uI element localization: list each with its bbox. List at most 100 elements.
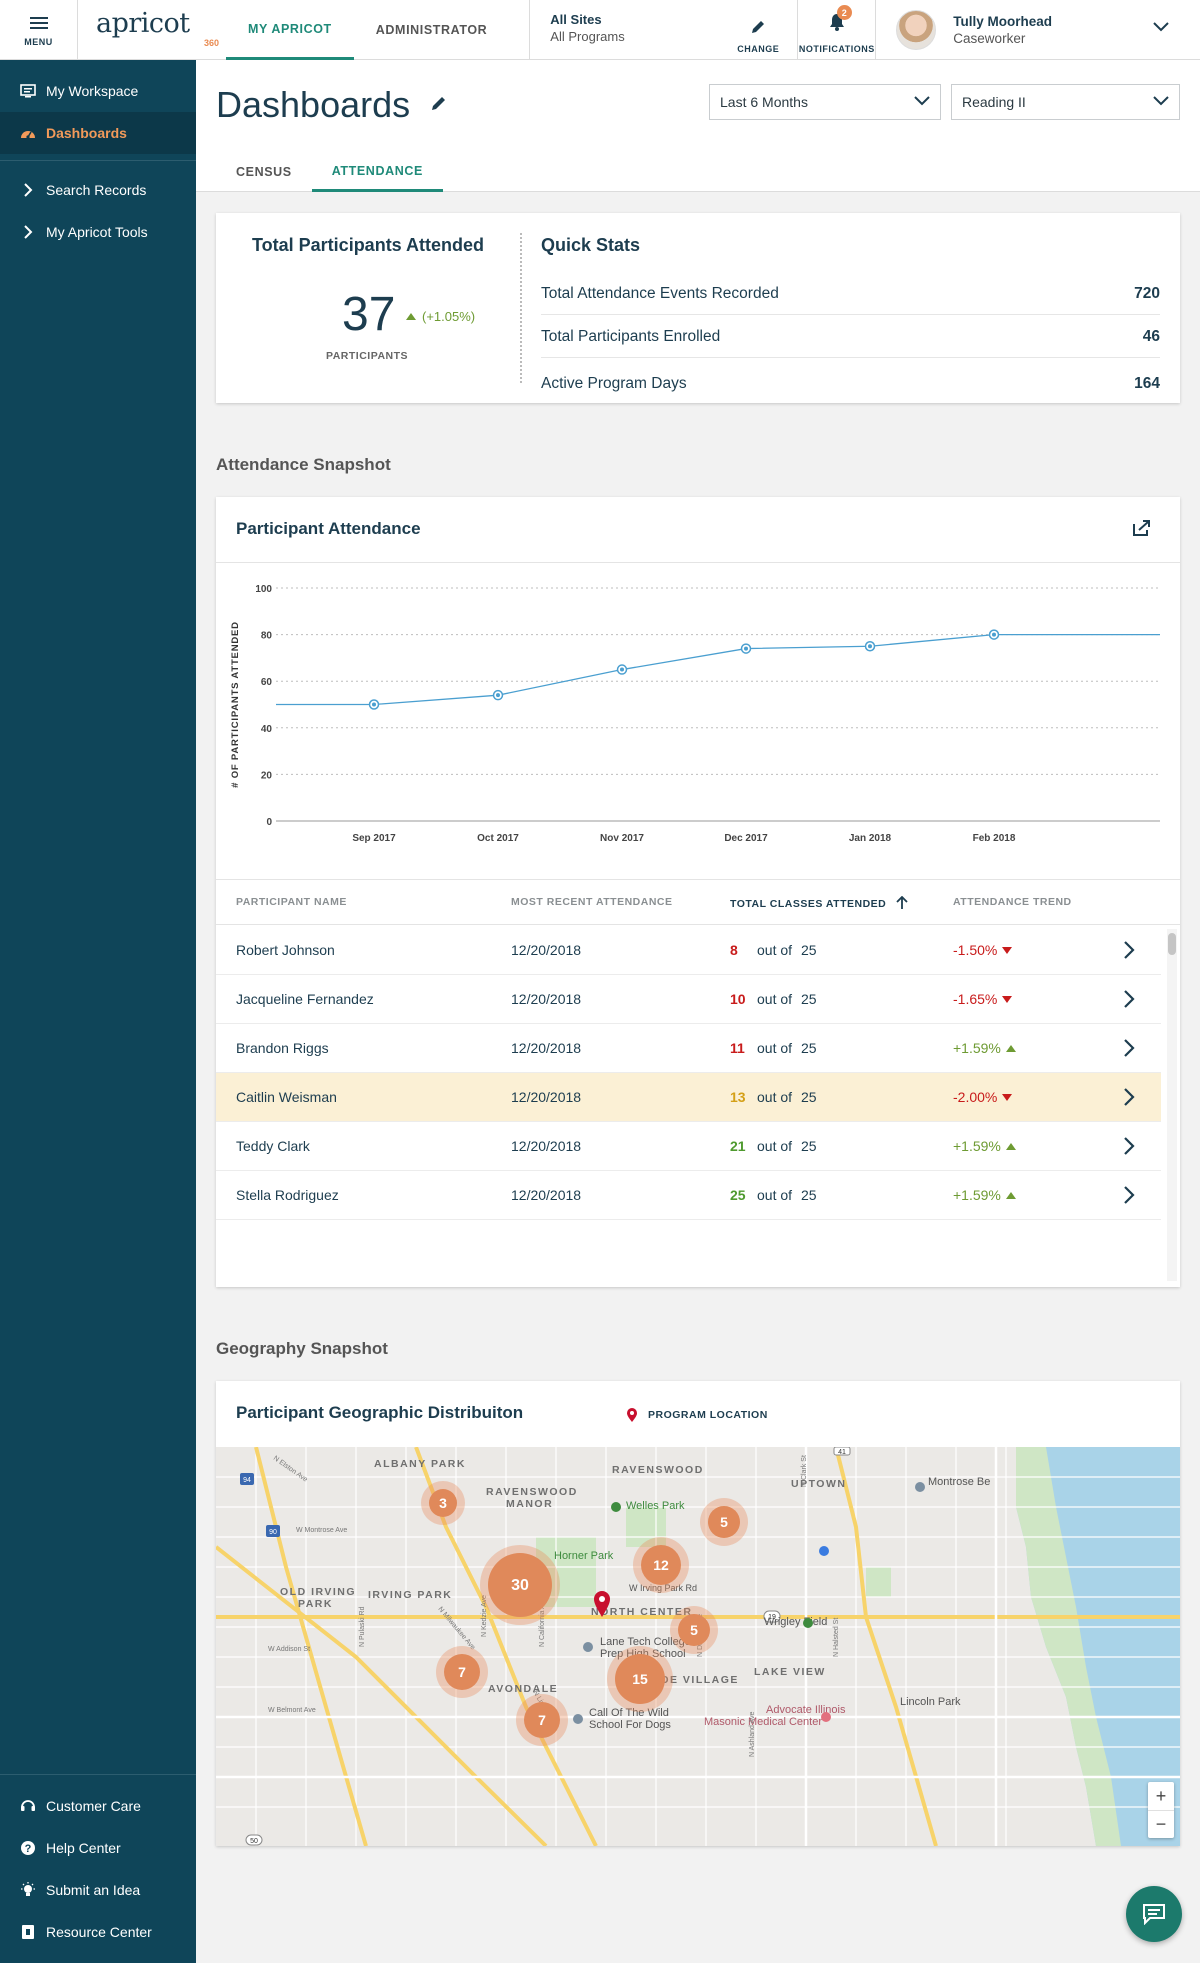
recent-attendance-date: 12/20/2018 (511, 1089, 582, 1105)
user-name: Tully Moorhead (953, 14, 1053, 29)
programs-label: All Programs (550, 29, 625, 44)
zoom-in-button[interactable]: + (1155, 1785, 1167, 1806)
scrollbar-thumb[interactable] (1168, 933, 1176, 955)
notifications-button[interactable]: 2 NOTIFICATIONS (797, 0, 875, 60)
export-icon[interactable] (1132, 519, 1152, 537)
participant-cluster-marker[interactable] (429, 1489, 457, 1517)
chevron-right-icon (20, 183, 36, 197)
sidebar-item-label: Search Records (46, 182, 147, 198)
map-label-w-irving-park-rd: W Irving Park Rd (629, 1583, 697, 1593)
recent-attendance-date: 12/20/2018 (511, 1138, 582, 1154)
table-scrollbar[interactable] (1167, 929, 1177, 1281)
trend-up-icon (1005, 1045, 1016, 1052)
sidebar-item-dashboards[interactable]: Dashboards (0, 112, 196, 154)
table-row[interactable]: Robert Johnson 12/20/2018 8 out of 25 -1.50% (216, 926, 1161, 975)
map-label-ravenswood-manor-2: MANOR (506, 1498, 553, 1510)
table-row[interactable]: Caitlin Weisman 12/20/2018 13 out of 25 -2.00… (216, 1073, 1161, 1122)
map-label-w-addison-st: W Addison St (268, 1646, 310, 1653)
table-row[interactable]: Jacqueline Fernandez 12/20/2018 10 out of 25… (216, 975, 1161, 1024)
table-row[interactable]: Brandon Riggs 12/20/2018 11 out of 25 +1.59% (216, 1024, 1161, 1073)
i90-shield: 90 (269, 1529, 277, 1536)
participant-cluster-marker[interactable] (641, 1545, 681, 1585)
chevron-right-icon (20, 225, 36, 239)
participant-name[interactable]: Jacqueline Fernandez (236, 991, 374, 1007)
trend-down-icon (1002, 996, 1013, 1003)
chevron-down-icon (914, 96, 930, 106)
participant-cluster-marker[interactable] (524, 1702, 560, 1738)
classes-total: 25 (801, 1089, 817, 1105)
site-program-selector[interactable]: All Sites All Programs (529, 0, 719, 60)
chevron-right-icon[interactable] (1123, 1088, 1135, 1106)
program-select[interactable]: Reading II (951, 84, 1180, 120)
chevron-right-icon[interactable] (1123, 990, 1135, 1008)
map-label-call-wild-2: School For Dogs (589, 1719, 671, 1731)
tab-my-apricot[interactable]: MY APRICOT (226, 0, 354, 60)
col-attendance-trend[interactable]: ATTENDANCE TREND (953, 896, 1072, 908)
quick-stat-row: Active Program Days 164 (541, 363, 1160, 405)
table-row[interactable]: Stella Rodriguez 12/20/2018 25 out of 25 +1.5… (216, 1171, 1161, 1220)
sidebar-item-search-records[interactable]: Search Records (0, 169, 196, 211)
change-button[interactable]: CHANGE (719, 0, 797, 60)
sidebar-item-customer-care[interactable]: Customer Care (0, 1785, 196, 1827)
map-label-n-kedzie-ave: N Kedzie Ave (481, 1595, 488, 1637)
tab-administrator[interactable]: ADMINISTRATOR (375, 23, 488, 37)
sidebar-item-my-workspace[interactable]: My Workspace (0, 70, 196, 112)
participant-cluster-marker[interactable] (444, 1654, 480, 1690)
recent-attendance-date: 12/20/2018 (511, 991, 582, 1007)
participant-name[interactable]: Stella Rodriguez (236, 1187, 339, 1203)
attendance-section-title: Attendance Snapshot (216, 455, 391, 474)
sidebar: My Workspace Dashboards Search Records M… (0, 60, 196, 1963)
participant-cluster-marker[interactable] (615, 1654, 665, 1704)
user-menu[interactable]: Tully Moorhead Caseworker (875, 0, 1187, 60)
divider (520, 233, 522, 383)
notification-badge: 2 (836, 5, 852, 20)
legend-label: PROGRAM LOCATION (648, 1409, 768, 1421)
participant-cluster-marker[interactable] (488, 1553, 552, 1617)
sidebar-item-resource-center[interactable]: Resource Center (0, 1911, 196, 1953)
tab-attendance[interactable]: ATTENDANCE (311, 152, 443, 192)
sidebar-item-submit-idea[interactable]: Submit an Idea (0, 1869, 196, 1911)
participant-cluster-marker[interactable] (678, 1614, 710, 1646)
menu-button[interactable]: MENU (0, 0, 78, 60)
page-header: Dashboards Last 6 Months Reading II CENS… (196, 60, 1200, 192)
zoom-out-button[interactable]: − (1148, 1810, 1174, 1838)
chat-button[interactable] (1126, 1886, 1182, 1942)
sidebar-item-help-center[interactable]: ? Help Center (0, 1827, 196, 1869)
edit-pencil-icon[interactable] (430, 94, 448, 112)
classes-total: 25 (801, 1138, 817, 1154)
period-select[interactable]: Last 6 Months (709, 84, 941, 120)
col-most-recent[interactable]: MOST RECENT ATTENDANCE (511, 896, 673, 908)
classes-attended-count: 11 (730, 1040, 745, 1056)
table-row[interactable]: Teddy Clark 12/20/2018 21 out of 25 +1.59% (216, 1122, 1161, 1171)
map-view[interactable]: 94 90 41 19 50 ALBANY PARK RAVENSWOOD UP… (216, 1447, 1180, 1846)
map-label-ravenswood-manor-1: RAVENSWOOD (486, 1486, 578, 1498)
participant-name[interactable]: Caitlin Weisman (236, 1089, 337, 1105)
map-label-welles-park: Welles Park (626, 1500, 685, 1512)
sidebar-item-my-apricot-tools[interactable]: My Apricot Tools (0, 211, 196, 253)
map-legend: PROGRAM LOCATION (626, 1407, 768, 1423)
col-total-classes[interactable]: TOTAL CLASSES ATTENDED (730, 895, 908, 910)
participant-name[interactable]: Robert Johnson (236, 942, 335, 958)
map-label-lake-view: LAKE VIEW (754, 1666, 826, 1678)
quick-stat-label: Total Participants Enrolled (541, 327, 721, 345)
map-canvas[interactable]: 94 90 41 19 50 ALBANY PARK RAVENSWOOD UP… (216, 1447, 1180, 1846)
geography-section-title: Geography Snapshot (216, 1339, 388, 1358)
participant-name[interactable]: Teddy Clark (236, 1138, 310, 1154)
question-icon: ? (20, 1840, 36, 1856)
map-label-w-belmont-ave: W Belmont Ave (268, 1707, 316, 1714)
change-value: (+1.05%) (422, 309, 476, 324)
map-label-n-california-ave: N California Ave (539, 1597, 546, 1647)
chevron-right-icon[interactable] (1123, 1039, 1135, 1057)
poi-marker (819, 1546, 829, 1556)
tab-census[interactable]: CENSUS (236, 165, 292, 179)
chevron-right-icon[interactable] (1123, 1137, 1135, 1155)
chevron-right-icon[interactable] (1123, 1186, 1135, 1204)
participant-cluster-marker[interactable] (708, 1506, 740, 1538)
out-of-label: out of (757, 1187, 793, 1203)
participant-name[interactable]: Brandon Riggs (236, 1040, 329, 1056)
map-zoom-controls: + − (1148, 1782, 1174, 1838)
chevron-right-icon[interactable] (1123, 941, 1135, 959)
col-participant-name[interactable]: PARTICIPANT NAME (236, 896, 347, 908)
cluster-count: 7 (538, 1712, 546, 1728)
apricot-logo[interactable]: apricot 360 (78, 0, 226, 60)
